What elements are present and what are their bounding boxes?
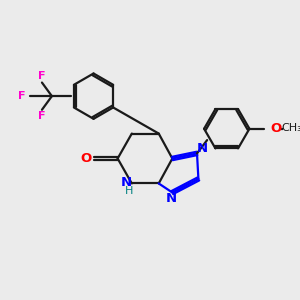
Text: CH₃: CH₃ [282,123,300,133]
Text: N: N [166,192,177,205]
Text: F: F [18,91,26,101]
Text: F: F [38,111,46,121]
Text: F: F [38,71,46,81]
Text: N: N [121,176,132,189]
Text: H: H [125,186,133,197]
Text: N: N [196,142,208,155]
Text: O: O [80,152,91,165]
Text: O: O [271,122,282,135]
